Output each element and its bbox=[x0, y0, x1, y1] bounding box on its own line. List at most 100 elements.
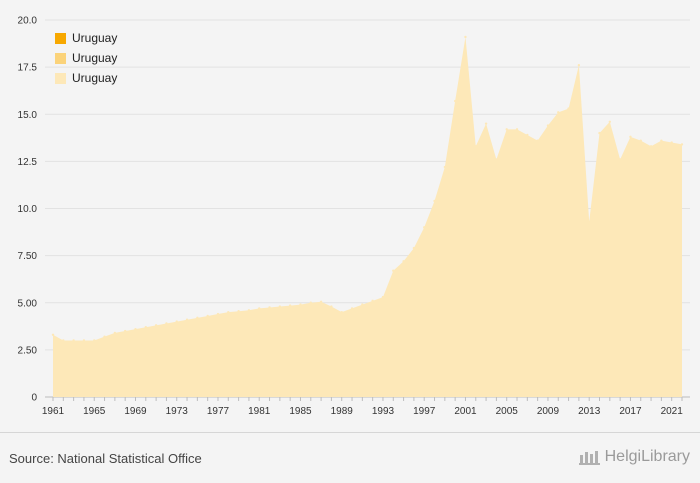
x-tick-label: 2001 bbox=[454, 406, 477, 417]
x-tick-label: 1989 bbox=[331, 406, 354, 417]
data-point bbox=[588, 220, 591, 223]
y-tick-label: 20.0 bbox=[18, 16, 38, 27]
x-tick-label: 1973 bbox=[166, 406, 189, 417]
data-point bbox=[288, 304, 292, 307]
data-point bbox=[412, 246, 416, 250]
x-tick-label: 1985 bbox=[289, 406, 312, 417]
legend-label: Uruguay bbox=[72, 71, 118, 85]
x-tick-label: 2005 bbox=[496, 406, 519, 417]
x-tick-label: 1965 bbox=[83, 406, 106, 417]
y-tick-label: 15.0 bbox=[18, 110, 38, 121]
data-point bbox=[464, 35, 467, 39]
x-tick-label: 2021 bbox=[661, 406, 684, 417]
data-point bbox=[123, 329, 127, 333]
x-tick-label: 1969 bbox=[124, 406, 147, 417]
data-point bbox=[402, 260, 405, 263]
data-point bbox=[361, 303, 364, 306]
data-point bbox=[505, 128, 508, 131]
legend: Uruguay Uruguay Uruguay bbox=[55, 28, 117, 88]
library-icon bbox=[578, 451, 600, 465]
data-point bbox=[515, 128, 519, 131]
data-point bbox=[423, 226, 426, 229]
data-point bbox=[237, 310, 240, 313]
y-tick-label: 12.5 bbox=[18, 157, 38, 168]
legend-swatch bbox=[55, 32, 66, 44]
data-point bbox=[165, 322, 168, 325]
x-tick-label: 1961 bbox=[42, 406, 65, 417]
data-point bbox=[546, 124, 550, 127]
data-point bbox=[639, 139, 642, 142]
legend-item[interactable]: Uruguay bbox=[55, 48, 117, 68]
data-point bbox=[649, 145, 653, 148]
data-point bbox=[567, 107, 570, 110]
data-point bbox=[618, 158, 622, 161]
data-point bbox=[309, 301, 312, 304]
data-point bbox=[216, 312, 220, 316]
data-point bbox=[608, 120, 612, 123]
data-point bbox=[371, 299, 374, 303]
y-tick-label: 17.5 bbox=[18, 63, 38, 74]
data-point bbox=[670, 141, 673, 144]
data-point bbox=[185, 318, 189, 321]
x-tick-label: 1993 bbox=[372, 406, 395, 417]
legend-swatch bbox=[55, 72, 66, 84]
x-tick-label: 1997 bbox=[413, 406, 436, 417]
data-point bbox=[227, 310, 230, 314]
brand-name: HelgiLibrary bbox=[604, 448, 690, 465]
data-point bbox=[247, 309, 251, 312]
data-point bbox=[433, 199, 436, 203]
y-tick-label: 10.0 bbox=[18, 204, 38, 215]
y-tick-label: 5.00 bbox=[18, 298, 38, 309]
data-point bbox=[258, 307, 261, 310]
data-point bbox=[536, 139, 539, 142]
y-tick-label: 7.50 bbox=[18, 251, 38, 262]
data-point bbox=[443, 165, 447, 169]
data-point bbox=[134, 327, 137, 331]
data-point bbox=[660, 139, 663, 142]
data-point bbox=[82, 339, 86, 342]
y-tick-label: 2.50 bbox=[18, 345, 38, 356]
data-point bbox=[557, 111, 560, 114]
data-point bbox=[278, 305, 282, 308]
chart-area: 0 2.50 5.00 7.50 10.0 12.5 15.0 17.5 20.0 1961 196… bbox=[18, 16, 690, 417]
x-tick-label: 2009 bbox=[537, 406, 560, 417]
data-point bbox=[103, 335, 106, 338]
area-series-uruguay bbox=[53, 36, 682, 398]
data-point bbox=[154, 324, 158, 327]
x-tick-label: 2013 bbox=[578, 406, 601, 417]
data-point bbox=[680, 143, 684, 146]
data-point bbox=[51, 333, 55, 336]
data-point bbox=[484, 122, 488, 125]
data-point bbox=[299, 303, 302, 306]
data-point bbox=[144, 326, 147, 329]
source-note: Source: National Statistical Office bbox=[9, 451, 202, 466]
data-point bbox=[206, 314, 209, 318]
data-point bbox=[268, 306, 271, 309]
data-point bbox=[474, 145, 477, 148]
data-point bbox=[93, 339, 96, 342]
legend-item[interactable]: Uruguay bbox=[55, 68, 117, 88]
y-tick-label: 0 bbox=[31, 393, 37, 404]
x-tick-label: 2017 bbox=[619, 406, 642, 417]
data-point bbox=[113, 331, 117, 335]
data-point bbox=[175, 320, 178, 323]
data-point bbox=[350, 307, 354, 310]
data-point bbox=[319, 300, 323, 304]
x-tick-label: 1981 bbox=[248, 406, 271, 417]
legend-label: Uruguay bbox=[72, 51, 118, 65]
data-point bbox=[392, 269, 395, 272]
data-point bbox=[330, 305, 333, 308]
x-tick-label: 1977 bbox=[207, 406, 230, 417]
data-point bbox=[196, 316, 199, 320]
data-point bbox=[577, 64, 581, 67]
data-point bbox=[340, 310, 343, 314]
data-point bbox=[453, 99, 457, 103]
data-point bbox=[62, 339, 65, 342]
legend-label: Uruguay bbox=[72, 31, 118, 45]
legend-swatch bbox=[55, 52, 66, 64]
legend-item[interactable]: Uruguay bbox=[55, 28, 117, 48]
data-point bbox=[495, 158, 498, 161]
data-point bbox=[526, 133, 529, 137]
footer-divider bbox=[0, 432, 700, 433]
brand-logo[interactable]: HelgiLibrary bbox=[578, 448, 690, 466]
